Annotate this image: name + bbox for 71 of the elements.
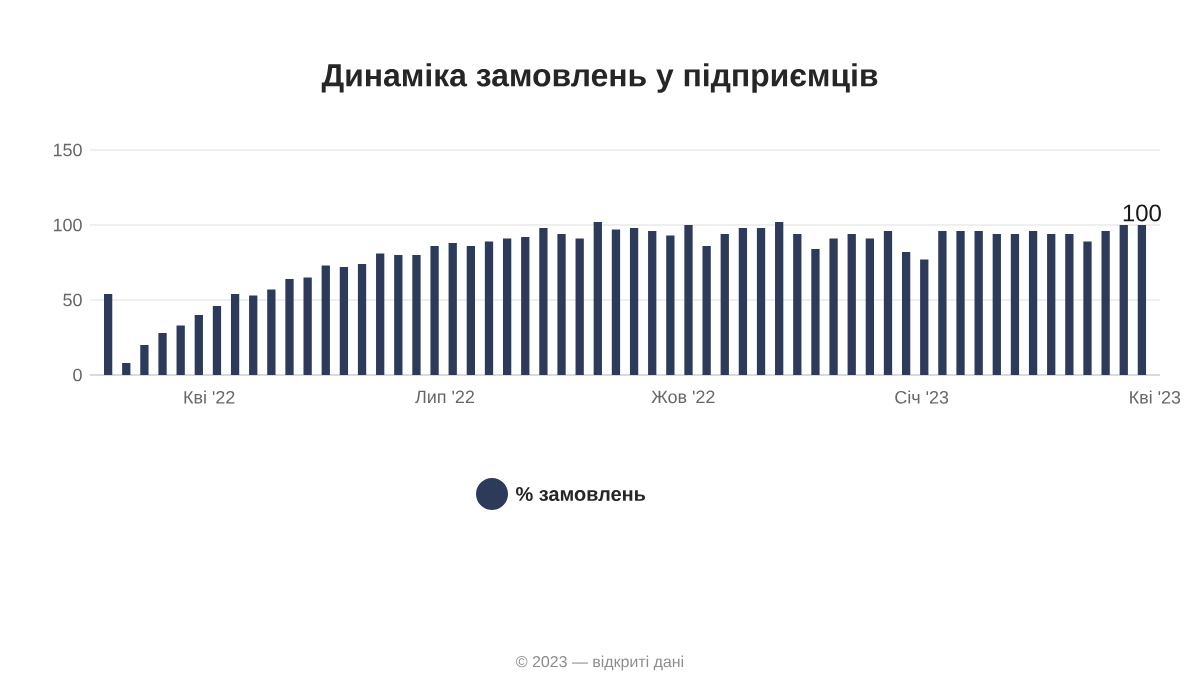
bar [938,231,947,375]
bar [865,238,874,375]
bar [702,246,711,375]
bar [376,253,385,375]
bar [775,222,784,375]
bar [1137,225,1147,375]
bar [901,252,911,375]
bar [430,246,439,375]
bar [1010,234,1020,375]
bar [1028,231,1038,375]
x-tick-label: Жов '22 [651,390,715,404]
x-tick-label: Лип '22 [415,390,474,404]
bar [720,234,729,375]
y-tick-label: 50 [63,293,82,307]
bar [974,231,983,375]
bar [1119,225,1128,375]
bar [448,243,457,375]
bar [593,222,602,375]
bar [666,235,675,375]
y-tick-label: 150 [53,143,82,157]
bar [557,234,566,375]
bar [629,228,639,375]
bar [648,231,657,375]
text: © 2023 — відкриті дані [516,655,684,671]
bar [1101,231,1110,375]
bar [357,264,367,375]
bar [484,241,494,375]
bar [394,255,403,375]
bar [756,228,766,375]
bar [738,228,748,375]
bar [194,315,203,375]
bar [122,363,131,375]
bar [992,234,1001,375]
data-label: 100 [1123,204,1161,222]
bar [158,333,167,375]
bar [575,238,584,375]
bar [811,249,820,375]
bar [611,229,621,375]
bar [212,306,222,375]
bar [1065,234,1074,375]
bar [502,238,512,375]
bar [847,234,856,375]
bar [684,225,693,375]
bar [793,234,802,375]
bar [267,289,276,375]
bar [1083,241,1092,375]
y-tick-label: 0 [73,368,82,382]
y-tick-label: 100 [53,218,82,232]
bar [140,345,149,375]
bar [956,231,965,375]
bar [883,231,893,375]
bar [176,325,185,375]
chart-title: Динаміка замовлень у підприємців [321,63,878,93]
legend-label: % замовлень [516,486,646,502]
bar [1047,234,1056,375]
bar [230,294,240,375]
x-tick-label: Січ '23 [895,390,949,404]
bar [920,259,929,375]
bar [339,267,349,375]
bar [285,279,294,375]
bar [466,246,475,375]
bar [521,237,530,375]
x-tick-label: Кві '23 [1130,390,1181,404]
bar [303,277,312,375]
bar [321,265,330,375]
bar [103,294,113,375]
bar [539,228,548,375]
bar [249,295,258,375]
bar [829,238,838,375]
bar [412,255,421,375]
x-tick-label: Кві '22 [184,390,235,404]
